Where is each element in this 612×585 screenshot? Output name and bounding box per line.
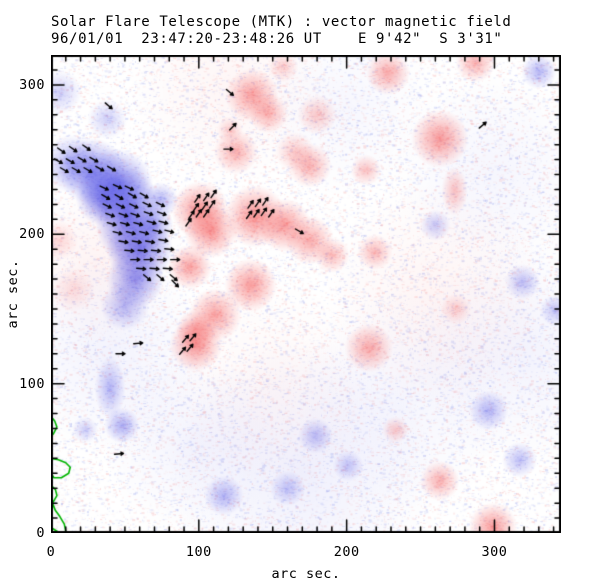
x-tick-label: 300 — [481, 544, 508, 560]
x-axis-label: arc sec. — [271, 566, 341, 582]
y-tick-label: 100 — [19, 375, 45, 392]
y-tick-label: 200 — [19, 226, 45, 243]
y-tick-label: 0 — [36, 525, 45, 541]
figure-title: Solar Flare Telescope (MTK) : vector mag… — [51, 14, 512, 30]
x-tick-label: 100 — [185, 544, 212, 560]
x-tick-label: 0 — [46, 544, 56, 560]
magnetogram-plot-canvas — [51, 55, 561, 533]
y-tick-label: 300 — [19, 76, 45, 93]
y-axis-label: arc sec. — [5, 259, 21, 329]
x-tick-label: 200 — [333, 544, 360, 560]
figure-subtitle: 96/01/01 23:47:20-23:48:26 UT E 9'42" S … — [51, 31, 503, 47]
